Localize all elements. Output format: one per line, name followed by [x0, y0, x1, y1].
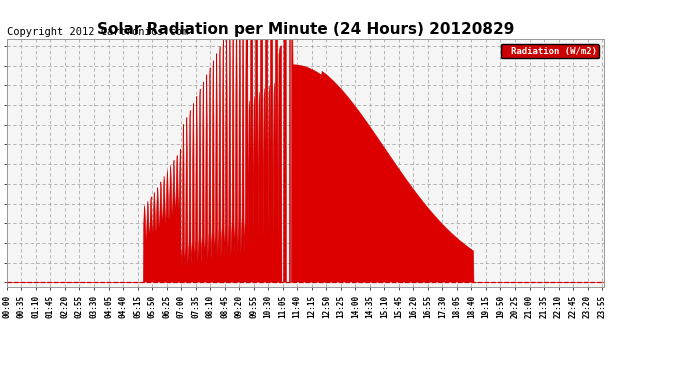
Title: Solar Radiation per Minute (24 Hours) 20120829: Solar Radiation per Minute (24 Hours) 20… [97, 22, 514, 37]
Text: Copyright 2012 Cartronics.com: Copyright 2012 Cartronics.com [7, 27, 188, 37]
Legend: Radiation (W/m2): Radiation (W/m2) [501, 44, 599, 58]
